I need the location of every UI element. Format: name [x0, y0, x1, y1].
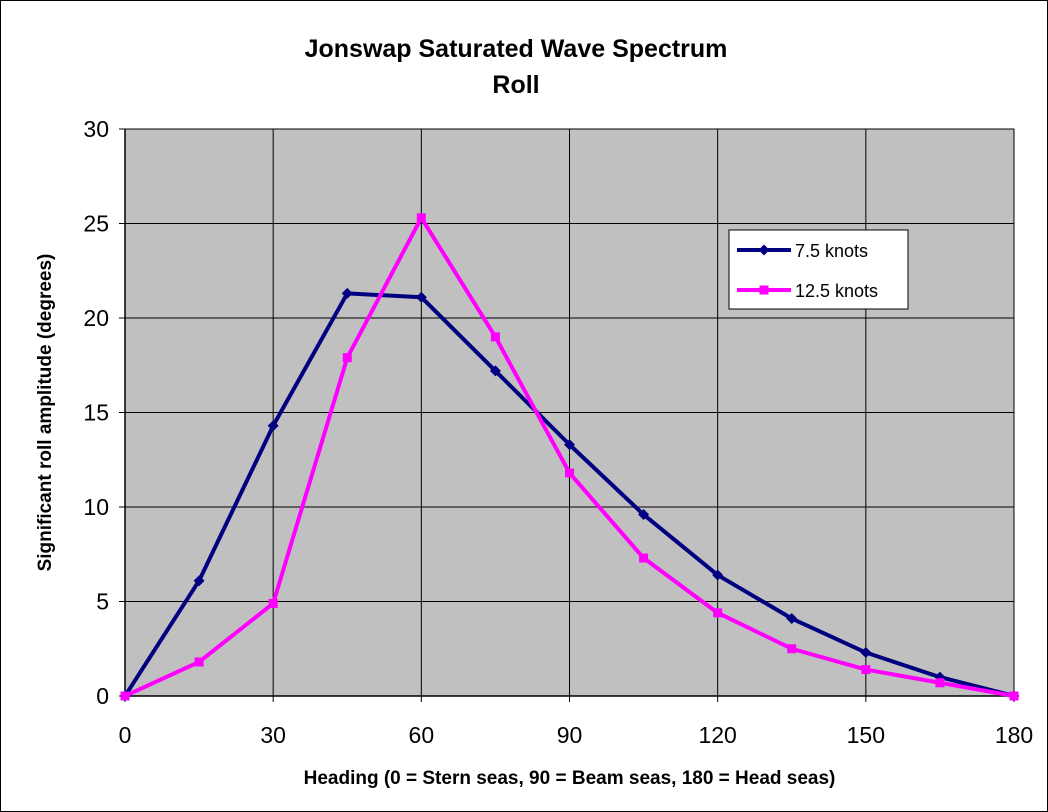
data-point-12-5-knots	[1009, 691, 1019, 701]
y-tick-label: 30	[83, 116, 109, 142]
axes	[119, 128, 1015, 702]
data-point-12-5-knots	[120, 691, 130, 701]
x-tick-label: 150	[847, 722, 885, 748]
legend-label-12-5-knots: 12.5 knots	[795, 281, 878, 301]
legend-item-2: 12.5 knots	[737, 281, 878, 301]
data-point-12-5-knots	[342, 353, 352, 363]
x-tick-label: 0	[119, 722, 132, 748]
x-tick-label: 60	[409, 722, 435, 748]
data-point-12-5-knots	[490, 332, 500, 342]
x-tick-label: 120	[698, 722, 736, 748]
data-point-12-5-knots	[787, 644, 797, 654]
series-lines	[119, 213, 1020, 702]
y-tick-label: 15	[83, 400, 109, 426]
data-point-7-5-knots	[786, 613, 798, 625]
y-tick-label: 10	[83, 494, 109, 520]
x-axis-title: Heading (0 = Stern seas, 90 = Beam seas,…	[304, 768, 836, 789]
data-point-7-5-knots	[267, 420, 279, 432]
x-tick-label: 30	[260, 722, 286, 748]
data-point-12-5-knots	[268, 598, 278, 608]
data-point-7-5-knots	[564, 439, 575, 451]
data-point-7-5-knots	[860, 647, 872, 659]
data-point-7-5-knots	[193, 575, 205, 587]
data-point-7-5-knots	[489, 365, 501, 377]
legend-marker-7-5-knots	[758, 244, 770, 256]
data-point-7-5-knots	[341, 287, 353, 299]
y-axis-title: Significant roll amplitude (degrees)	[35, 254, 56, 572]
legend-marker-12-5-knots	[759, 285, 769, 295]
x-tick-label: 180	[995, 722, 1033, 748]
data-point-12-5-knots	[565, 468, 574, 478]
data-point-12-5-knots	[861, 665, 871, 675]
series-12-5-knots	[120, 213, 1019, 701]
y-tick-label: 20	[83, 305, 109, 331]
data-point-12-5-knots	[194, 657, 204, 667]
data-point-12-5-knots	[935, 678, 945, 688]
y-tick-label: 25	[83, 211, 109, 237]
tick-labels: 0 5 10 15 20 25 30 0 30 60 90 120 150 180	[83, 116, 1033, 748]
data-point-7-5-knots	[712, 569, 724, 581]
data-point-12-5-knots	[639, 553, 649, 563]
chart-subtitle: Roll	[492, 71, 539, 99]
legend-box	[728, 229, 909, 310]
y-tick-label: 0	[96, 683, 109, 709]
chart-title: Jonswap Saturated Wave Spectrum	[305, 35, 728, 63]
legend-label-7-5-knots: 7.5 knots	[795, 241, 868, 261]
legend-item-1: 7.5 knots	[737, 241, 868, 261]
data-point-12-5-knots	[713, 608, 723, 618]
data-point-12-5-knots	[416, 213, 426, 223]
data-point-7-5-knots	[415, 291, 427, 303]
x-tick-label: 90	[557, 722, 583, 748]
data-point-7-5-knots	[638, 509, 650, 521]
y-tick-label: 5	[96, 589, 109, 615]
legend: 7.5 knots 12.5 knots	[728, 229, 909, 310]
